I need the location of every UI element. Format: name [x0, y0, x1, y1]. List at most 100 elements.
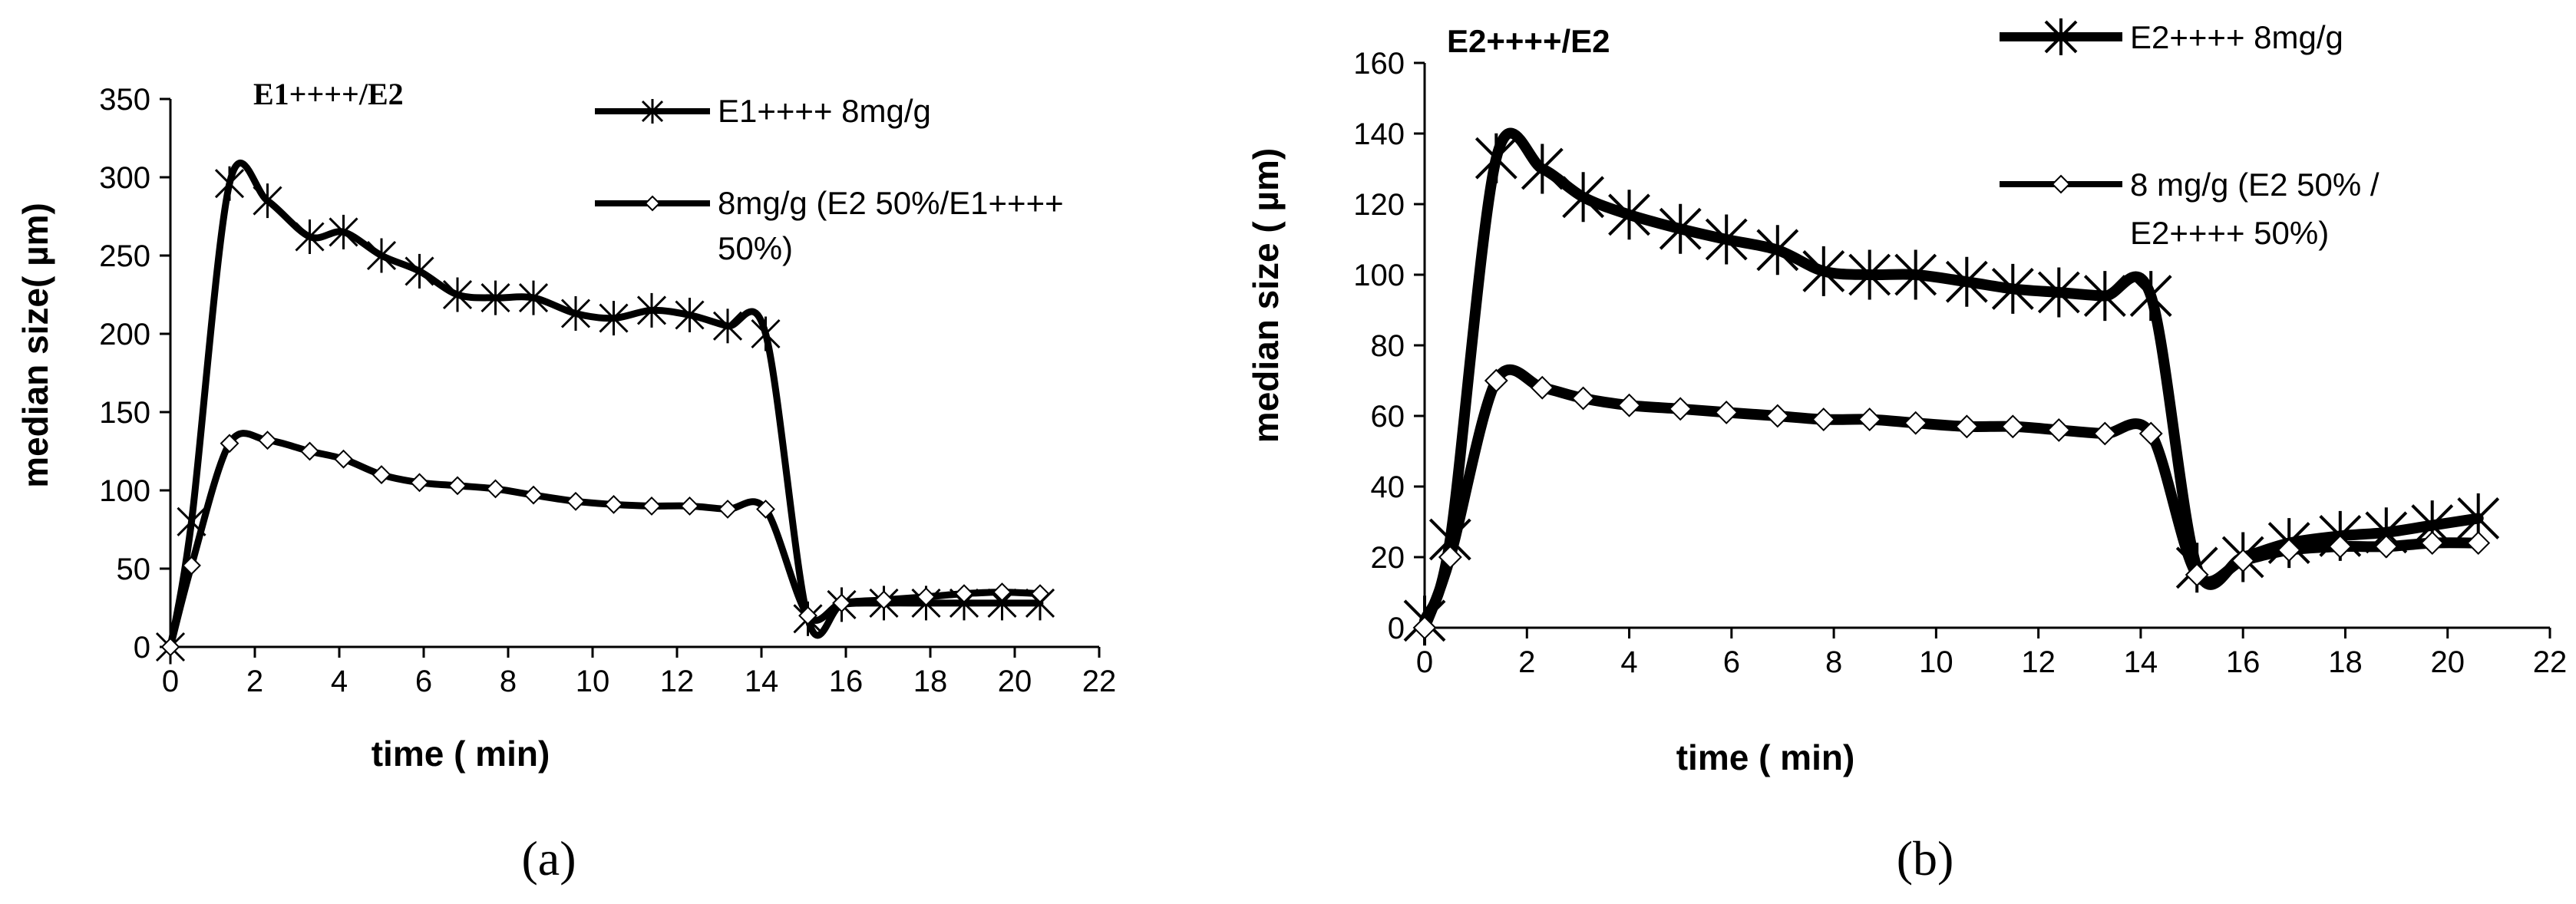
data-point-asterisk — [518, 280, 549, 315]
data-point-asterisk — [2083, 271, 2126, 322]
data-point-diamond — [2277, 538, 2301, 563]
data-point-diamond — [1904, 411, 1928, 435]
data-point-asterisk — [751, 316, 781, 351]
data-point-asterisk — [442, 277, 473, 312]
data-point-diamond — [182, 556, 201, 576]
data-point-diamond — [334, 449, 353, 469]
data-point-asterisk — [295, 219, 325, 254]
data-point-diamond — [874, 590, 893, 610]
y-tick-label: 0 — [1388, 612, 1405, 645]
data-point-diamond — [2138, 421, 2163, 446]
data-point-diamond — [832, 593, 851, 613]
x-tick-label: 20 — [2430, 645, 2465, 679]
x-tick-label: 20 — [998, 665, 1032, 698]
legend-label-series-1: E2++++ 8mg/g — [2130, 19, 2343, 55]
x-tick-label: 12 — [2021, 645, 2056, 679]
panel-title: E1++++/E2 — [253, 77, 404, 111]
data-point-asterisk — [253, 183, 282, 219]
x-axis-title: time ( min) — [1676, 737, 1855, 777]
data-point-diamond — [410, 473, 429, 493]
x-tick-label: 16 — [829, 665, 864, 698]
data-point-diamond — [1438, 545, 1462, 569]
data-point-asterisk — [1945, 256, 1988, 307]
data-point-asterisk — [1659, 203, 1702, 254]
x-axis-title: time ( min) — [372, 734, 550, 774]
legend-label-series-2-line-1: 8mg/g (E2 50%/E1++++ — [718, 185, 1064, 221]
data-point-asterisk — [1475, 133, 1518, 183]
data-point-diamond — [2046, 417, 2071, 442]
y-tick-label: 60 — [1371, 400, 1405, 434]
panel-b: 0 20 40 60 80 100 120 140 160 0 2 4 6 8 10 12 14 16 18 20 2… — [1246, 18, 2567, 886]
x-tick-labels: 0 2 4 6 8 10 12 14 16 18 20 22 — [1416, 628, 2567, 679]
data-point-diamond — [718, 500, 738, 519]
x-tick-label: 4 — [331, 665, 348, 698]
data-point-diamond — [1668, 397, 1693, 421]
data-point-diamond — [992, 582, 1012, 602]
data-point-diamond — [486, 479, 505, 499]
y-tick-label: 80 — [1371, 329, 1405, 363]
data-point-asterisk — [1756, 225, 1799, 275]
x-tick-label: 18 — [913, 665, 948, 698]
data-point-asterisk — [636, 292, 667, 328]
data-point-diamond — [798, 605, 817, 625]
data-point-diamond — [2328, 534, 2353, 559]
x-tick-label: 16 — [2226, 645, 2261, 679]
x-tick-label: 14 — [745, 665, 779, 698]
data-point-diamond — [566, 491, 586, 511]
data-point-asterisk — [1521, 144, 1564, 194]
data-point-asterisk — [1562, 172, 1605, 223]
data-point-asterisk — [1894, 249, 1937, 300]
data-point-asterisk — [177, 504, 206, 539]
legend-asterisk-icon — [641, 99, 664, 124]
data-point-diamond — [2092, 421, 2117, 446]
panel-a: 0 50 100 150 200 250 300 350 0 2 4 6 8 10 12 14 16 18 20 2… — [15, 77, 1116, 886]
x-tick-label: 0 — [1416, 645, 1433, 679]
data-point-diamond — [642, 496, 662, 516]
x-tick-label: 22 — [2533, 645, 2568, 679]
data-point-diamond — [1858, 407, 1882, 432]
legend-diamond-icon — [2051, 174, 2071, 194]
data-point-diamond — [1571, 386, 1595, 411]
series-line-1 — [167, 159, 1044, 651]
y-tick-label: 0 — [134, 631, 150, 665]
y-tick-labels: 0 20 40 60 80 100 120 140 160 — [1353, 47, 1425, 645]
x-tick-label: 12 — [660, 665, 695, 698]
y-tick-label: 350 — [99, 83, 150, 117]
y-tick-label: 50 — [117, 553, 151, 586]
data-point-asterisk — [560, 296, 591, 331]
y-tick-label: 250 — [99, 239, 150, 273]
y-axis-title: median size ( µm) — [1246, 148, 1286, 443]
data-point-asterisk — [1705, 214, 1748, 265]
data-point-diamond — [1811, 407, 1836, 432]
x-tick-label: 10 — [576, 665, 610, 698]
legend-label-series-1: E1++++ 8mg/g — [718, 93, 931, 129]
y-tick-label: 20 — [1371, 541, 1405, 575]
series-lines — [167, 159, 1044, 651]
data-point-diamond — [1484, 368, 1508, 393]
x-tick-label: 8 — [500, 665, 517, 698]
x-tick-label: 6 — [1723, 645, 1740, 679]
caption-b: (b) — [1897, 831, 1954, 886]
data-point-asterisk — [2037, 267, 2080, 318]
data-point-asterisk — [712, 308, 743, 344]
y-tick-label: 100 — [1353, 259, 1405, 292]
x-tick-label: 8 — [1825, 645, 1842, 679]
x-tick-label: 22 — [1082, 665, 1117, 698]
caption-a: (a) — [521, 831, 576, 886]
data-point-asterisk — [1991, 263, 2034, 314]
y-tick-label: 100 — [99, 474, 150, 508]
legend-label-series-2-line-2: 50%) — [718, 230, 793, 266]
legend-diamond-icon — [644, 195, 661, 212]
x-tick-label: 18 — [2328, 645, 2363, 679]
data-point-diamond — [372, 465, 391, 485]
data-point-diamond — [916, 587, 936, 607]
legend: E2++++ 8mg/g 8 mg/g (E2 50% / E2++++ 50%… — [2000, 18, 2379, 251]
series-line-2 — [167, 430, 1044, 651]
y-tick-label: 160 — [1353, 47, 1405, 81]
data-point-asterisk — [405, 253, 434, 289]
data-point-diamond — [258, 431, 277, 450]
y-tick-label: 300 — [99, 161, 150, 195]
data-point-asterisk — [599, 301, 629, 336]
data-point-diamond — [1765, 404, 1790, 428]
